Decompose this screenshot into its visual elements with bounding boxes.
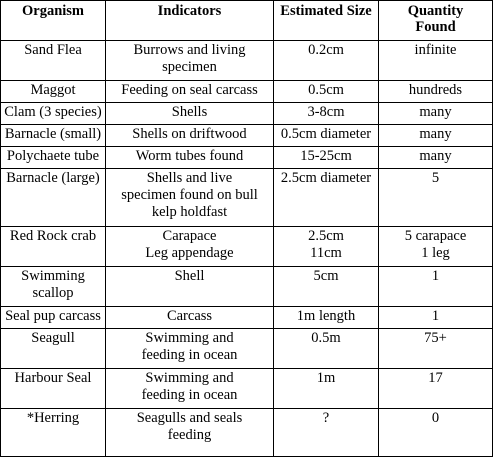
indicators-cell: Seagulls and seals feeding <box>106 409 274 456</box>
organism-cell: Seal pup carcass <box>1 307 106 329</box>
size-cell: 3-8cm <box>274 103 379 125</box>
indicators-cell: Swimming and feeding in ocean <box>106 369 274 409</box>
quantity-cell: hundreds <box>379 81 492 103</box>
quantity-cell: 75+ <box>379 329 492 369</box>
organism-cell: Maggot <box>1 81 106 103</box>
quantity-cell: infinite <box>379 41 492 81</box>
indicators-cell: Carapace Leg appendage <box>106 227 274 267</box>
size-cell: ? <box>274 409 379 456</box>
organism-cell: Barnacle (small) <box>1 125 106 147</box>
size-cell: 0.2cm <box>274 41 379 81</box>
table-row: Seal pup carcass Carcass 1m length 1 <box>1 307 492 329</box>
size-cell: 15-25cm <box>274 147 379 169</box>
indicators-cell: Shells and live specimen found on bull k… <box>106 169 274 227</box>
quantity-cell: 5 carapace 1 leg <box>379 227 492 267</box>
header-indicators: Indicators <box>106 1 274 41</box>
indicators-cell: Worm tubes found <box>106 147 274 169</box>
quantity-cell: 17 <box>379 369 492 409</box>
size-cell: 1m length <box>274 307 379 329</box>
header-estimated-size: Estimated Size <box>274 1 379 41</box>
size-cell: 5cm <box>274 267 379 307</box>
organism-cell: Harbour Seal <box>1 369 106 409</box>
size-cell: 0.5m <box>274 329 379 369</box>
table-row: Maggot Feeding on seal carcass 0.5cm hun… <box>1 81 492 103</box>
indicators-cell: Shells on driftwood <box>106 125 274 147</box>
quantity-cell: many <box>379 103 492 125</box>
organism-cell: Barnacle (large) <box>1 169 106 227</box>
size-cell: 0.5cm diameter <box>274 125 379 147</box>
indicators-cell: Carcass <box>106 307 274 329</box>
indicators-cell: Feeding on seal carcass <box>106 81 274 103</box>
table-row: Clam (3 species) Shells 3-8cm many <box>1 103 492 125</box>
organism-cell: *Herring <box>1 409 106 456</box>
quantity-cell: 1 <box>379 307 492 329</box>
organism-cell: Clam (3 species) <box>1 103 106 125</box>
indicators-cell: Burrows and living specimen <box>106 41 274 81</box>
organism-cell: Seagull <box>1 329 106 369</box>
table-row: Polychaete tube Worm tubes found 15-25cm… <box>1 147 492 169</box>
table-row: Swimming scallop Shell 5cm 1 <box>1 267 492 307</box>
size-cell: 2.5cm diameter <box>274 169 379 227</box>
table-row: Sand Flea Burrows and living specimen 0.… <box>1 41 492 81</box>
organism-cell: Swimming scallop <box>1 267 106 307</box>
indicators-cell: Swimming and feeding in ocean <box>106 329 274 369</box>
table-row: Harbour Seal Swimming and feeding in oce… <box>1 369 492 409</box>
indicators-cell: Shell <box>106 267 274 307</box>
organism-cell: Red Rock crab <box>1 227 106 267</box>
quantity-cell: 1 <box>379 267 492 307</box>
size-cell: 0.5cm <box>274 81 379 103</box>
table-row: Barnacle (small) Shells on driftwood 0.5… <box>1 125 492 147</box>
organism-cell: Sand Flea <box>1 41 106 81</box>
table-row: *Herring Seagulls and seals feeding ? 0 <box>1 409 492 456</box>
header-quantity-found: Quantity Found <box>379 1 492 41</box>
table-row: Barnacle (large) Shells and live specime… <box>1 169 492 227</box>
organism-cell: Polychaete tube <box>1 147 106 169</box>
quantity-cell: 5 <box>379 169 492 227</box>
indicators-cell: Shells <box>106 103 274 125</box>
quantity-cell: many <box>379 125 492 147</box>
header-organism: Organism <box>1 1 106 41</box>
size-cell: 1m <box>274 369 379 409</box>
quantity-cell: many <box>379 147 492 169</box>
table-row: Seagull Swimming and feeding in ocean 0.… <box>1 329 492 369</box>
quantity-cell: 0 <box>431 410 440 426</box>
size-cell: 2.5cm 11cm <box>274 227 379 267</box>
header-row: Organism Indicators Estimated Size Quant… <box>1 1 492 41</box>
table-row: Red Rock crab Carapace Leg appendage 2.5… <box>1 227 492 267</box>
